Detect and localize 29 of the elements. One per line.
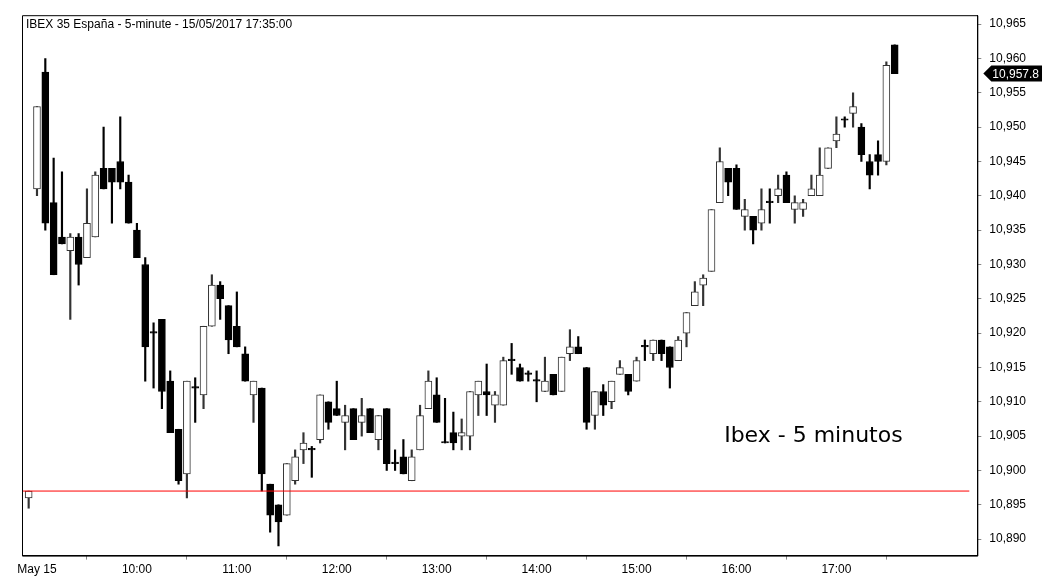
x-tick-label: 12:00 xyxy=(321,562,353,577)
y-tick-label: 10,905 xyxy=(989,428,1027,443)
x-tick-label: 14:00 xyxy=(521,562,552,577)
y-tick-label: 10,890 xyxy=(989,531,1027,546)
y-tick-label: 10,930 xyxy=(989,256,1027,271)
x-tick-label: 17:00 xyxy=(821,562,852,577)
chart-title: IBEX 35 España - 5-minute - 15/05/2017 17:35:00 xyxy=(26,16,293,31)
y-tick-label: 10,895 xyxy=(989,497,1027,512)
y-tick-label: 10,920 xyxy=(989,325,1027,340)
y-tick-label: 10,960 xyxy=(989,50,1027,65)
text: 10,957.8 xyxy=(992,66,1040,81)
x-tick-label: 15:00 xyxy=(621,562,652,577)
y-tick-label: 10,925 xyxy=(989,291,1027,306)
x-tick-label: 13:00 xyxy=(421,562,453,577)
candlestick xyxy=(191,377,200,423)
y-tick-label: 10,915 xyxy=(989,359,1027,374)
x-tick-label: 11:00 xyxy=(222,562,252,577)
x-tick-label: 10:00 xyxy=(121,562,153,577)
y-tick-label: 10,950 xyxy=(989,119,1027,134)
y-tick-label: 10,900 xyxy=(989,462,1027,477)
x-tick-label: 16:00 xyxy=(721,562,752,577)
annotation: Ibex - 5 minutos xyxy=(724,422,903,448)
y-tick-label: 10,945 xyxy=(989,153,1027,168)
y-tick-label: 10,935 xyxy=(989,222,1027,237)
y-tick-label: 10,940 xyxy=(989,188,1027,203)
y-tick-label: 10,910 xyxy=(989,394,1027,409)
x-tick-label: May 15 xyxy=(17,562,57,577)
y-tick-label: 10,955 xyxy=(989,85,1027,100)
y-tick-label: 10,965 xyxy=(989,16,1027,31)
